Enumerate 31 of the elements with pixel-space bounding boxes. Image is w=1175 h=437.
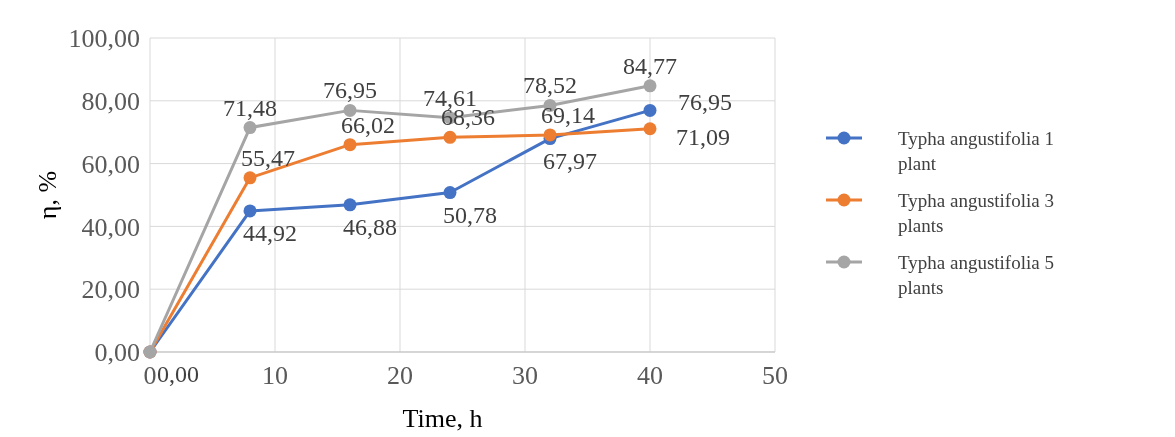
x-tick-label: 40: [637, 361, 663, 390]
data-label: 55,47: [241, 144, 295, 171]
legend-label: Typha angustifolia 1 plant: [898, 127, 1054, 174]
data-label: 76,95: [678, 89, 732, 116]
data-label: 50,78: [443, 201, 497, 228]
y-tick-label: 60,00: [81, 149, 140, 179]
x-tick-label: 30: [512, 361, 538, 390]
x-tick-label: 20: [387, 361, 413, 390]
data-label: 71,09: [676, 123, 730, 150]
data-label: 71,48: [223, 94, 277, 121]
data-label: 67,97: [543, 147, 597, 174]
y-axis-title: η, %: [33, 170, 62, 220]
data-label: 84,77: [623, 52, 677, 79]
y-tick-label: 100,00: [68, 24, 140, 54]
data-label: 0,00: [157, 361, 199, 387]
y-tick-label: 0,00: [94, 338, 140, 368]
data-label: 66,02: [341, 111, 395, 138]
data-label: 76,95: [323, 77, 377, 104]
legend-label: Typha angustifolia 5 plants: [898, 251, 1054, 298]
x-tick-label: 0: [143, 361, 157, 390]
x-tick-label: 50: [762, 361, 788, 390]
x-axis-title: Time, h: [402, 404, 483, 433]
legend-label: Typha angustifolia 3 plants: [898, 189, 1054, 236]
data-label: 44,92: [243, 219, 297, 246]
y-tick-label: 80,00: [81, 86, 140, 116]
y-tick-label: 40,00: [81, 212, 140, 242]
y-tick-label: 20,00: [81, 275, 140, 305]
data-label: 46,88: [343, 213, 397, 240]
x-tick-label: 10: [262, 361, 288, 390]
data-label: 69,14: [541, 101, 595, 128]
data-label: 78,52: [523, 72, 577, 99]
